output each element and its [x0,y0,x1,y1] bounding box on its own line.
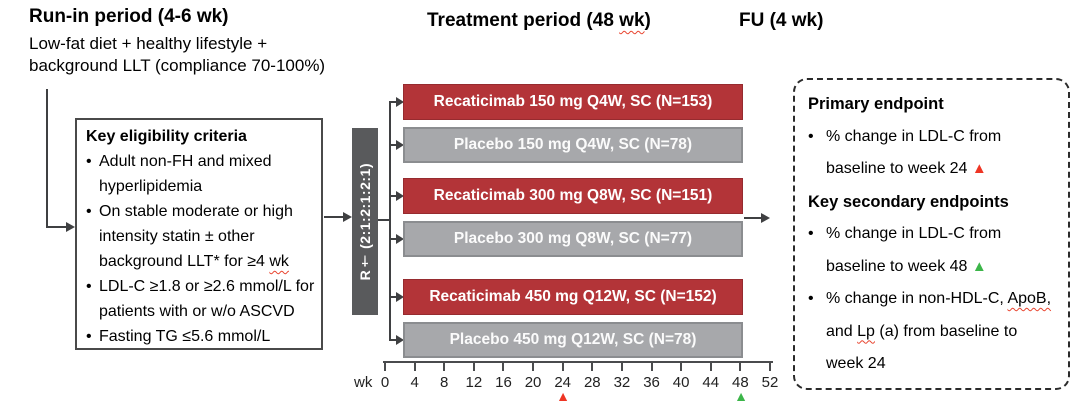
arm-bar-recaticimab-150: Recaticimab 150 mg Q4W, SC (N=153) [403,84,743,120]
arms-to-endpoints-line [744,217,763,219]
runin-period-subtitle: Low-fat diet + healthy lifestyle + backg… [29,33,325,77]
bullet-icon: • [86,153,92,170]
primary-endpoint-title: Primary endpoint [808,95,944,113]
runin-period-title: Run-in period (4-6 wk) [29,6,229,27]
axis-tick-label: 4 [410,374,419,391]
axis-tick [472,361,475,371]
elbow-arrow-head-icon [66,222,75,232]
arm-bar-placebo-150: Placebo 150 mg Q4W, SC (N=78) [403,127,743,163]
eligibility-item-text: Fasting TG ≤5.6 mmol/L [99,328,271,345]
arms-to-endpoints-arrow-head-icon [761,213,770,223]
secondary-endpoint1-text: % change in LDL-C from baseline to week … [826,225,1002,275]
randomization-branch-stub [378,219,390,221]
axis-tick-label: 12 [465,374,483,391]
axis-tick [650,361,653,371]
eligibility-item: • Fasting TG ≤5.6 mmol/L [86,324,318,349]
axis-tick-label: 8 [440,374,449,391]
eligibility-criteria-box: Key eligibility criteria • Adult non-FH … [75,118,323,350]
bullet-icon: • [86,328,92,345]
secondary-endpoint-marker-week48-icon: ▲ [734,388,748,404]
axis-tick [591,361,594,371]
axis-tick-label: 20 [524,374,542,391]
eligibility-item2-squiggled-word: wk [269,253,289,270]
eligibility-item: • LDL-C ≥1.8 or ≥2.6 mmol/L for patients… [86,274,318,324]
axis-tick [384,361,386,371]
secondary-endpoint2-squiggled-lp: Lp [857,322,875,340]
eligibility-item-text: LDL-C ≥1.8 or ≥2.6 mmol/L for patients w… [99,278,315,320]
secondary-endpoint2-text: and [826,322,858,340]
eligibility-to-randomization-line [324,216,345,218]
branch-trunk-line [389,101,391,341]
axis-tick [443,361,446,371]
endpoints-box: Primary endpoint • % change in LDL-C fro… [793,78,1070,390]
axis-unit-label: wk [354,374,373,391]
axis-tick-label: 24 [554,374,572,391]
axis-tick [561,361,564,371]
eligibility-item-text: On stable moderate or high intensity sta… [99,199,318,274]
endpoint-item-text: % change in non-HDL-C, ApoB, and Lp (a) … [826,283,1055,381]
axis-tick-label: 48 [732,374,749,391]
treatment-title-close: ) [644,10,651,31]
axis-tick [709,361,712,371]
treatment-period-title: Treatment period (48 wk) [427,10,651,32]
axis-tick-label: 44 [702,374,720,391]
runin-subtitle-line1: Low-fat diet + healthy lifestyle + [29,34,268,53]
axis-tick-label: 16 [495,374,512,391]
axis-tick-label: 52 [761,374,779,391]
bullet-icon: • [808,290,814,307]
endpoint-item: • % change in LDL-C from baseline to wee… [808,121,1055,186]
bullet-icon: • [86,278,92,295]
arm-bar-placebo-300: Placebo 300 mg Q8W, SC (N=77) [403,221,743,257]
arm-bar-placebo-450: Placebo 450 mg Q12W, SC (N=78) [403,322,743,358]
eligibility-item-text: Adult non-FH and mixed hyperlipidemia [99,153,272,195]
elbow-arrow-horizontal-line [46,226,68,228]
red-triangle-icon: ▲ [971,160,987,177]
endpoint-item-text: % change in LDL-C from baseline to week … [826,218,1055,283]
axis-tick-label: 40 [672,374,690,391]
eligibility-to-randomization-arrow-head-icon [343,212,352,222]
endpoint-item: • % change in LDL-C from baseline to wee… [808,218,1055,283]
axis-tick [532,361,535,371]
eligibility-title: Key eligibility criteria [86,128,247,145]
secondary-endpoints-title: Key secondary endpoints [808,192,1009,211]
treatment-title-squiggled-word: wk [619,10,645,31]
endpoint-item-text: % change in LDL-C from baseline to week … [826,121,1055,186]
eligibility-item2-text: On stable moderate or high intensity sta… [99,203,293,270]
axis-tick-label: 28 [583,374,601,391]
endpoint-item: • % change in non-HDL-C, ApoB, and Lp (a… [808,283,1055,381]
axis-tick [413,361,416,371]
primary-endpoint-text: % change in LDL-C from baseline to week … [826,127,1002,178]
green-triangle-icon: ▲ [971,257,987,275]
bullet-icon: • [808,127,814,145]
axis-tick-label: 36 [643,374,660,391]
axis-line [383,361,773,363]
bullet-icon: • [808,225,814,242]
axis-tick [680,361,683,371]
treatment-title-text: Treatment period (48 [427,10,620,31]
axis-tick [620,361,623,371]
arm-bar-recaticimab-300: Recaticimab 300 mg Q8W, SC (N=151) [403,178,743,214]
axis-tick [739,361,742,371]
randomization-label: R† (2:1:2:1:2:1) [357,162,373,281]
runin-subtitle-line2: background LLT (compliance 70-100%) [29,56,326,75]
axis-tick [502,361,505,371]
axis-tick [769,361,771,371]
timeline-axis: 0 4 8 12 16 20 24 28 32 36 40 44 48 52 [381,361,778,407]
elbow-arrow-vertical-line [46,89,48,228]
secondary-endpoint2-squiggled-apob: ApoB, [1007,290,1052,307]
secondary-endpoint2-text: (a) from baseline to week 24 [826,322,1018,373]
followup-period-title: FU (4 wk) [739,10,824,31]
eligibility-item: • Adult non-FH and mixed hyperlipidemia [86,149,318,199]
randomization-box: R† (2:1:2:1:2:1) [352,128,378,315]
secondary-endpoint2-text: % change in non-HDL-C, [826,290,1008,307]
eligibility-item: • On stable moderate or high intensity s… [86,199,318,274]
primary-endpoint-marker-week24-icon: ▲ [556,388,570,404]
axis-tick-label: 32 [613,374,631,391]
axis-tick-label: 0 [380,374,390,391]
bullet-icon: • [86,203,92,220]
arm-bar-recaticimab-450: Recaticimab 450 mg Q12W, SC (N=152) [403,279,743,315]
